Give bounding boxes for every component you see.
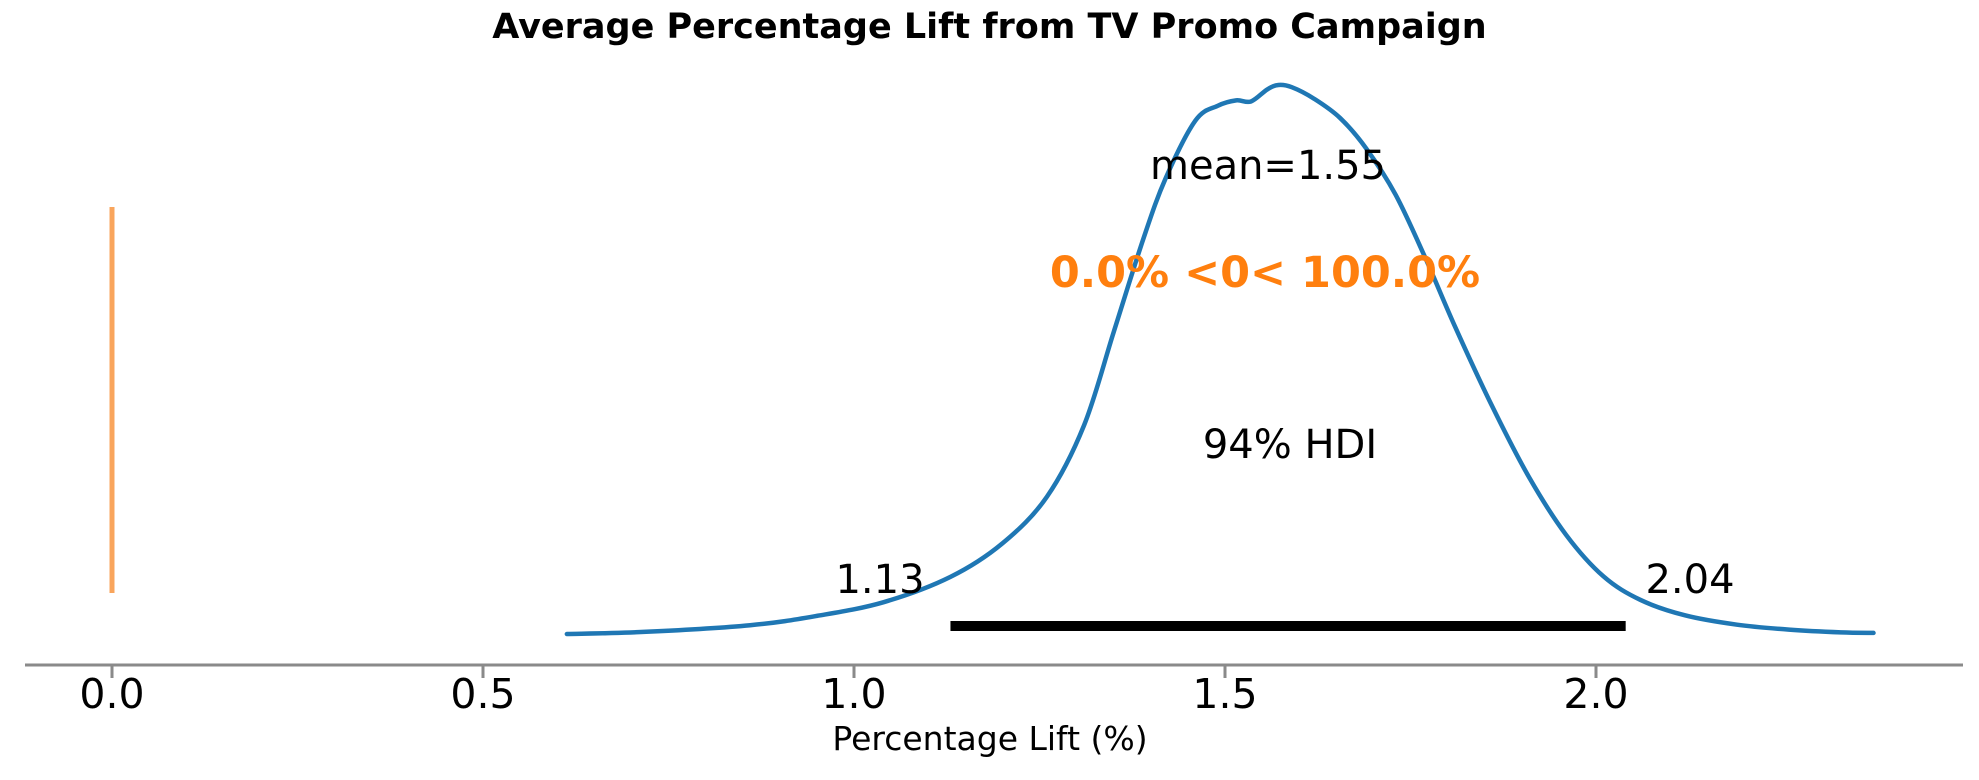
kde-curve xyxy=(564,82,1876,637)
x-axis-label: Percentage Lift (%) xyxy=(832,719,1148,758)
figure-title: Average Percentage Lift from TV Promo Ca… xyxy=(492,7,1487,47)
mean-annotation: mean=1.55 xyxy=(1149,143,1387,189)
hdi-lower-label: 1.13 xyxy=(835,557,925,603)
x-tick-label: 2.0 xyxy=(1563,670,1629,718)
x-tick-label: 1.5 xyxy=(1192,670,1258,718)
hdi-label: 94% HDI xyxy=(1202,422,1378,468)
x-tick-label: 1.0 xyxy=(821,670,887,718)
hdi-upper-label: 2.04 xyxy=(1645,557,1735,603)
x-tick-label: 0.5 xyxy=(450,670,516,718)
x-tick-label: 0.0 xyxy=(79,670,145,718)
ref-val-annotation: 0.0% <0< 100.0% xyxy=(1049,248,1481,298)
